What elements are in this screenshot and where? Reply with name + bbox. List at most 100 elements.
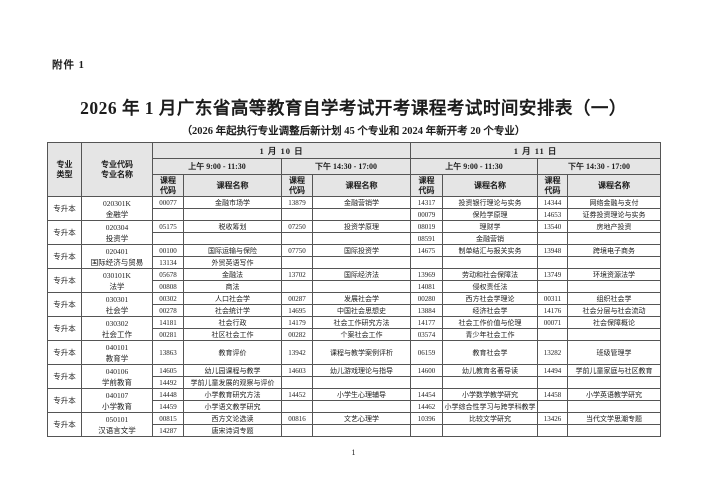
course-code-cell: 00815: [152, 412, 184, 425]
course-name-cell: 文艺心理学: [311, 412, 412, 425]
major-code: 030101K: [103, 270, 131, 280]
course-code-cell: 00311: [537, 292, 569, 305]
course-code-cell: 14176: [537, 304, 569, 317]
course-name-cell: 教育评价: [183, 340, 282, 365]
course-name-cell: 制单结汇与报关实务: [442, 244, 539, 257]
header-course-code: 课程 代码: [410, 174, 444, 197]
major-code: 030302: [105, 318, 129, 328]
course-name-cell: 幼儿教育名著导读: [442, 364, 539, 377]
header-major-name-line: 专业名称: [101, 169, 133, 179]
header-course-name: 课程名称: [311, 174, 412, 197]
course-name-cell: 班级管理学: [567, 340, 662, 365]
course-name-cell: 人口社会学: [183, 292, 282, 305]
header-major-type-line1: 专业: [56, 159, 73, 169]
exam-schedule-table: 专业 类型 专业代码 专业名称 1 月 10 日 1 月 11 日 上午 9:0…: [47, 142, 662, 437]
table-row: 14459 小学语文教学研究 14462 小学综合性学习与跨学科教学: [48, 400, 662, 413]
major-type-cell: 专升本: [47, 340, 82, 365]
major-type-cell: 专升本: [47, 268, 82, 293]
course-code-cell: 13942: [281, 340, 313, 365]
course-code-cell: 14653: [537, 208, 569, 221]
course-name-cell: 证券投资理论与实务: [567, 208, 662, 221]
header-course-name: 课程名称: [567, 174, 662, 197]
course-name-cell: 保险学原理: [442, 208, 539, 221]
table-row: 08591 金融营销: [48, 232, 662, 245]
course-code-cell: 08019: [410, 220, 444, 233]
course-name-cell: 中国社会思想史: [311, 304, 412, 317]
header-row-course-labels: 课程 代码 课程名称 课程 代码 课程名称 课程 代码 课程名称 课程 代码 课程名称: [48, 174, 662, 197]
table-row: 专升本 030302 社会工作 14181 社会行政 14179 社会工作研究方法 14177…: [47, 316, 662, 341]
header-course-name: 课程名称: [183, 174, 282, 197]
course-name-cell: [311, 256, 412, 269]
course-name-cell: [567, 256, 662, 269]
major-code: 020301K: [103, 198, 131, 208]
course-code-cell: [281, 400, 313, 413]
major-type-cell: 专升本: [47, 196, 82, 221]
major-type-cell: 专升本: [47, 412, 82, 437]
course-code-cell: 14344: [537, 196, 569, 209]
table-row: 专升本 050101 汉语言文学 00815 西方文论选读 00816 文艺心理学 10396…: [47, 412, 662, 437]
course-code-cell: 13863: [152, 340, 184, 365]
course-code-cell: 13969: [410, 268, 444, 281]
course-name-cell: 理财学: [442, 220, 539, 233]
major-name: 教育学: [105, 353, 129, 363]
header-course-name: 课程名称: [442, 174, 539, 197]
table-row: 专升本 040101 教育学 13863 教育评价 13942 课程与教学案例评析 06159…: [47, 340, 662, 365]
header-course-code: 课程 代码: [152, 174, 184, 197]
course-name-cell: [311, 280, 412, 293]
major-cell: 040106 学前教育: [81, 364, 153, 389]
course-name-cell: [567, 400, 662, 413]
major-name: 国际经济与贸易: [90, 257, 144, 267]
course-code-cell: 13134: [152, 256, 184, 269]
major-code: 050101: [105, 414, 129, 424]
course-name-cell: 跨境电子商务: [567, 244, 662, 257]
header-session-jan11-pm: 下午 14:30 - 17:00: [537, 158, 662, 175]
course-code-cell: [281, 280, 313, 293]
course-code-cell: 14287: [152, 424, 184, 437]
course-name-cell: [311, 208, 412, 221]
course-name-cell: [567, 328, 662, 341]
header-session-jan10-am: 上午 9:00 - 11:30: [152, 158, 282, 175]
course-code-cell: 00071: [537, 316, 569, 329]
course-code-cell: 00302: [152, 292, 184, 305]
major-cell: 020304 投资学: [81, 220, 153, 245]
course-code-cell: 14317: [410, 196, 444, 209]
course-name-cell: 教育社会学: [442, 340, 539, 365]
course-code-cell: 14081: [410, 280, 444, 293]
course-code-cell: [537, 232, 569, 245]
header-session-jan10-pm: 下午 14:30 - 17:00: [280, 158, 412, 175]
course-name-cell: 社会统计学: [183, 304, 282, 317]
header-row-dates: 专业 类型 专业代码 专业名称 1 月 10 日 1 月 11 日: [47, 142, 662, 197]
course-name-cell: [567, 280, 662, 293]
course-code-cell: 00808: [152, 280, 184, 293]
major-name: 汉语言文学: [98, 425, 136, 435]
major-code: 030301: [105, 294, 129, 304]
major-cell: 040107 小学教育: [81, 388, 153, 413]
course-name-cell: 网络金融与支付: [567, 196, 662, 209]
course-code-cell: 13702: [281, 268, 313, 281]
major-code: 020401: [105, 246, 129, 256]
course-code-cell: 00278: [152, 304, 184, 317]
course-name-cell: 小学英语教学研究: [567, 388, 662, 401]
course-code-cell: 13749: [537, 268, 569, 281]
header-date-jan10: 1 月 10 日: [151, 142, 412, 159]
course-code-cell: 14605: [152, 364, 184, 377]
course-name-cell: 青少年社会工作: [442, 328, 539, 341]
course-code-cell: 06159: [410, 340, 444, 365]
course-code-cell: 14452: [281, 388, 313, 401]
table-row: 专升本 020304 投资学 05175 税收筹划 07250 投资学原理 08019 理财学 1…: [47, 220, 662, 245]
major-name: 社会工作: [102, 329, 132, 339]
major-type-cell: 专升本: [47, 364, 82, 389]
course-name-cell: [567, 232, 662, 245]
major-cell: 040101 教育学: [81, 340, 153, 365]
course-code-cell: [281, 424, 313, 437]
table-row: 专升本 030101K 法学 05678 金融法 13702 国际经济法 13969 劳动和社会…: [47, 268, 662, 293]
course-code-cell: [537, 424, 569, 437]
course-name-cell: [311, 376, 412, 389]
course-name-cell: 金融法: [183, 268, 282, 281]
course-code-cell: 03574: [410, 328, 444, 341]
course-name-cell: 投资银行理论与实务: [442, 196, 539, 209]
course-name-cell: [567, 376, 662, 389]
course-code-cell: 00816: [281, 412, 313, 425]
table-row: 专升本 030301 社会学 00302 人口社会学 00287 发展社会学 00280 西方社…: [47, 292, 662, 317]
course-name-cell: [183, 208, 282, 221]
